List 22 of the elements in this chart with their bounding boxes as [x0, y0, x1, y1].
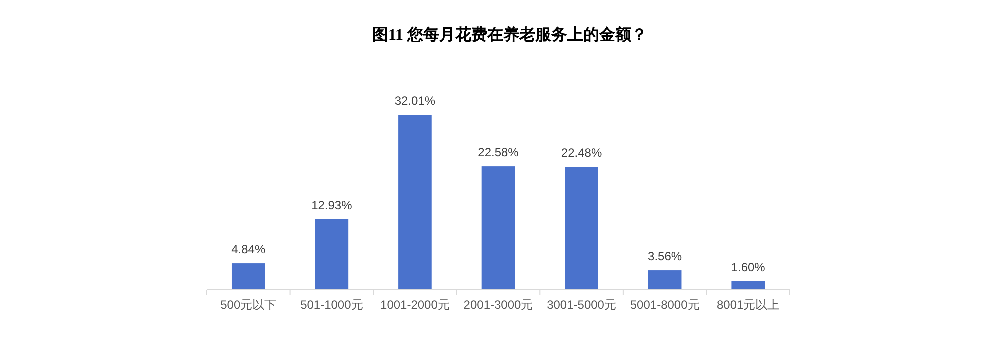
x-tick-label: 500元以下: [220, 298, 277, 312]
x-tick-label: 5001-8000元: [630, 298, 700, 312]
x-tick-label: 501-1000元: [300, 298, 364, 312]
data-label: 22.58%: [478, 146, 520, 160]
bar: [732, 281, 766, 290]
data-label: 3.56%: [648, 250, 682, 264]
bar: [398, 115, 432, 290]
x-tick-label: 1001-2000元: [380, 298, 450, 312]
bar: [565, 167, 598, 290]
bar: [482, 166, 516, 290]
data-label: 22.48%: [561, 146, 602, 160]
bar: [315, 219, 349, 290]
x-tick-label: 3001-5000元: [547, 298, 616, 312]
data-label: 4.84%: [232, 242, 266, 257]
data-label: 32.01%: [394, 94, 436, 108]
bar: [232, 264, 266, 290]
x-tick-label: 8001元以上: [717, 298, 780, 312]
bar: [648, 270, 682, 290]
x-tick-label: 2001-3000元: [464, 298, 534, 312]
chart-title: 图11 您每月花费在养老服务上的金额？: [372, 25, 648, 44]
data-label: 1.60%: [731, 260, 766, 274]
data-label: 12.93%: [312, 198, 353, 212]
